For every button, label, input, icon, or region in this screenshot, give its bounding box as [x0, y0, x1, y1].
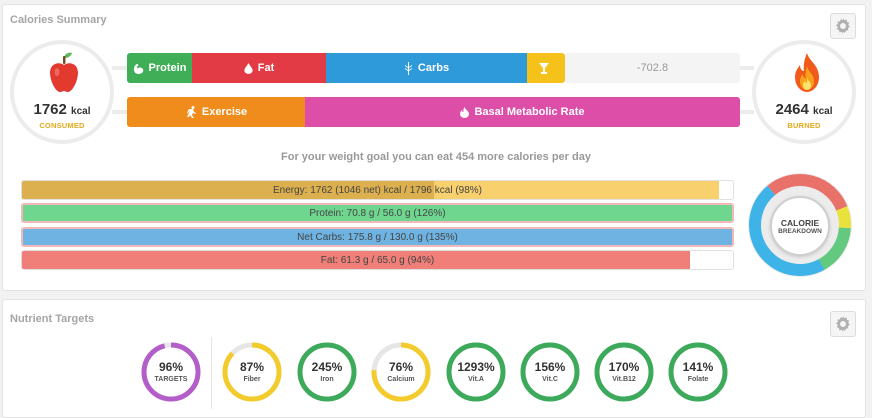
target-ring-graphic [297, 342, 357, 402]
consumed-circle: 1762 kcal CONSUMED [10, 40, 114, 144]
summary-settings-button[interactable] [830, 13, 856, 39]
connector-right-top [740, 66, 754, 70]
running-icon [186, 106, 196, 118]
target-ring-folate[interactable]: 141% Folate [667, 341, 729, 403]
target-ring-progress [141, 342, 201, 402]
target-ring-vit-a[interactable]: 1293% Vit.A [445, 341, 507, 403]
breakdown-segment-0 [767, 174, 848, 211]
exercise-segment[interactable]: Exercise [127, 97, 305, 127]
target-label: Folate [687, 376, 709, 383]
deficit-segment: -702.8 [565, 53, 740, 83]
apple-icon [50, 52, 78, 92]
target-ring-graphic [668, 342, 728, 402]
consumed-value: 1762 kcal [33, 101, 91, 118]
net-carbs-label: Net Carbs: 175.8 g / 130.0 g (135%) [297, 231, 458, 243]
goal-message: For your weight goal you can eat 454 mor… [281, 151, 591, 163]
target-percent: 170% [608, 360, 640, 374]
targets-settings-button[interactable] [830, 311, 856, 337]
carbs-segment[interactable]: Carbs [326, 53, 527, 83]
burned-value: 2464 kcal [775, 101, 833, 118]
target-percent: 87% [239, 360, 265, 374]
drop-icon [244, 62, 253, 74]
energy-bar[interactable]: Energy: 1762 (1046 net) kcal / 1796 kcal… [21, 180, 734, 200]
target-ring-targets[interactable]: 96% TARGETS [140, 341, 202, 403]
target-percent: 76% [388, 360, 414, 374]
bmr-segment[interactable]: Basal Metabolic Rate [305, 97, 740, 127]
consumed-label: CONSUMED [39, 121, 85, 130]
target-ring-iron[interactable]: 245% Iron [296, 341, 358, 403]
breakdown-segment-1 [836, 206, 851, 229]
net-carbs-bar[interactable]: Net Carbs: 175.8 g / 130.0 g (135%) [21, 227, 734, 247]
target-ring-graphic [446, 342, 506, 402]
fat-fill [22, 251, 691, 269]
target-ring-graphic [222, 342, 282, 402]
target-ring-progress [594, 342, 654, 402]
target-label: Vit.A [468, 376, 484, 383]
target-ring-progress [222, 342, 282, 402]
target-ring-calcium[interactable]: 76% Calcium [370, 341, 432, 403]
target-percent: 141% [682, 360, 714, 374]
calories-summary-panel [2, 4, 866, 291]
net-carbs-fill [23, 229, 732, 245]
protein-bar[interactable]: Protein: 70.8 g / 56.0 g (126%) [21, 203, 734, 223]
energy-net-fill [22, 181, 435, 199]
target-ring-vit-c[interactable]: 156% Vit.C [519, 341, 581, 403]
fat-bar[interactable]: Fat: 61.3 g / 65.0 g (94%) [21, 250, 734, 270]
calories-summary-title: Calories Summary [10, 14, 107, 26]
connector-right-bottom [740, 110, 754, 114]
glass-icon [538, 62, 549, 74]
breakdown-segment-3 [749, 185, 825, 276]
burned-label: BURNED [787, 121, 821, 130]
protein-segment[interactable]: Protein [127, 53, 192, 83]
wheat-icon [404, 61, 412, 75]
connector-left-top [112, 66, 130, 70]
nutrient-targets-panel [2, 299, 866, 418]
target-ring-progress [446, 342, 506, 402]
flame-icon [460, 106, 470, 118]
target-label: TARGETS [154, 376, 188, 383]
target-ring-progress [371, 342, 431, 402]
target-percent: 1293% [457, 360, 495, 374]
burned-circle: 2464 kcal BURNED [752, 40, 856, 144]
gear-icon [835, 18, 850, 34]
targets-divider [211, 337, 212, 409]
calorie-breakdown-button[interactable]: CALORIE BREAKDOWN [770, 196, 830, 256]
alcohol-segment[interactable] [527, 53, 565, 83]
target-percent: 245% [311, 360, 343, 374]
fat-label: Fat: 61.3 g / 65.0 g (94%) [320, 254, 435, 266]
fire-icon [795, 53, 819, 92]
target-ring-graphic [520, 342, 580, 402]
target-label: Vit.B12 [612, 376, 636, 383]
target-ring-fiber[interactable]: 87% Fiber [221, 341, 283, 403]
target-ring-graphic [594, 342, 654, 402]
target-ring-graphic [141, 342, 201, 402]
target-ring-vit-b12[interactable]: 170% Vit.B12 [593, 341, 655, 403]
nutrient-targets-title: Nutrient Targets [10, 313, 95, 325]
target-label: Calcium [387, 376, 415, 383]
gear-icon [835, 316, 850, 332]
breakdown-line2: BREAKDOWN [778, 227, 822, 235]
muscle-icon [133, 63, 143, 74]
connector-left-bottom [112, 110, 130, 114]
fat-segment[interactable]: Fat [192, 53, 326, 83]
breakdown-segment-2 [818, 227, 851, 270]
target-ring-progress [668, 342, 728, 402]
target-label: Vit.C [542, 376, 558, 383]
protein-fill [23, 205, 732, 221]
target-ring-progress [520, 342, 580, 402]
breakdown-line1: CALORIE [780, 217, 820, 228]
target-ring-progress [297, 342, 357, 402]
target-percent: 96% [158, 360, 184, 374]
target-ring-graphic [371, 342, 431, 402]
target-percent: 156% [534, 360, 566, 374]
energy-label: Energy: 1762 (1046 net) kcal / 1796 kcal… [272, 184, 482, 196]
protein-label: Protein: 70.8 g / 56.0 g (126%) [309, 207, 446, 219]
target-label: Fiber [243, 376, 261, 383]
target-label: Iron [320, 376, 334, 383]
